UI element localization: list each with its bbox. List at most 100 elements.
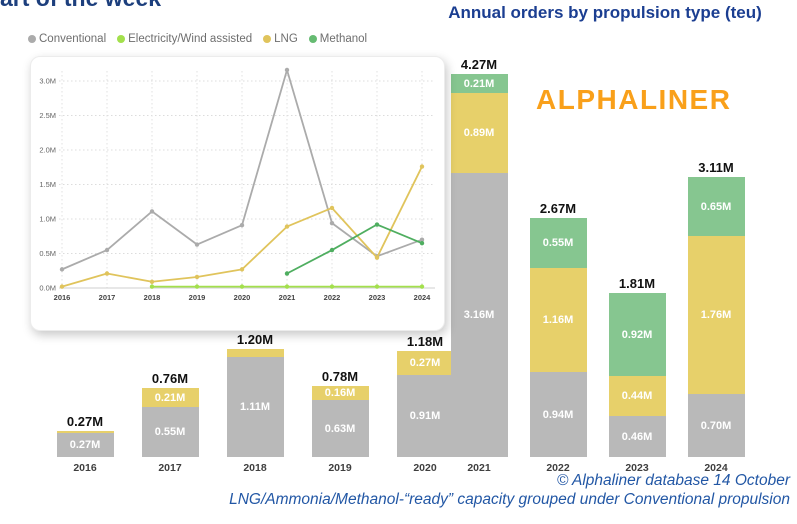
- inset-y-tick: 2.5M: [39, 111, 56, 120]
- x-axis-year-label: 2020: [413, 462, 437, 474]
- point-marker: [239, 223, 245, 228]
- point-marker: [194, 242, 200, 247]
- bar-2023: 0.46M 0.44M 0.92M 1.81M 2023: [608, 276, 666, 474]
- bar-2021: 3.16M 0.89M 0.21M 4.27M 2021: [450, 57, 508, 474]
- inset-x-tick: 2022: [324, 293, 341, 302]
- bar-segment-conventional: 0.70M: [687, 394, 745, 457]
- segment-value-label: 0.21M: [463, 77, 495, 90]
- alphaliner-logo: ALPHALINER: [536, 84, 732, 115]
- point-marker: [419, 237, 425, 242]
- inset-x-tick: 2018: [144, 293, 161, 302]
- bar-total-label: 4.27M: [460, 57, 498, 72]
- bar-total-label: 2.67M: [539, 201, 577, 216]
- bar-segment-lng: 1.76M: [687, 236, 745, 394]
- point-marker: [374, 222, 380, 227]
- bar-2019: 0.63M 0.16M 0.78M 2019: [311, 369, 369, 474]
- footer-source: © Alphaliner database 14 October: [556, 472, 790, 489]
- inset-x-tick: 2016: [54, 293, 71, 302]
- bar-segment-conventional: 0.91M: [396, 375, 454, 457]
- segment-value-label: 0.91M: [409, 410, 441, 422]
- inset-y-tick: 1.0M: [39, 215, 56, 224]
- bar-2020: 0.91M 0.27M 1.18M 2020: [396, 334, 454, 474]
- point-marker: [59, 284, 65, 289]
- segment-value-label: 0.55M: [542, 237, 574, 249]
- legend-dot-icon: [117, 35, 126, 43]
- bar-total-label: 1.20M: [236, 332, 274, 347]
- legend-item: Methanol: [308, 33, 368, 45]
- point-marker: [419, 240, 425, 246]
- bar-segment-conventional: 0.94M: [529, 372, 587, 457]
- x-axis-year-label: 2017: [158, 462, 182, 474]
- segment-value-label: 1.16M: [542, 314, 574, 326]
- inset-x-tick: 2023: [369, 293, 386, 302]
- inset-y-tick: 1.5M: [39, 180, 56, 189]
- bar-2022: 0.94M 1.16M 0.55M 2.67M 2022: [529, 201, 587, 474]
- inset-x-tick: 2020: [234, 293, 251, 302]
- bar-total-label: 1.18M: [406, 334, 444, 349]
- x-axis-year-label: 2021: [467, 462, 491, 474]
- legend-label: Conventional: [39, 33, 107, 45]
- segment-value-label: 0.70M: [700, 419, 732, 432]
- chart-legend: Conventional Electricity/Wind assisted LNG…: [28, 33, 367, 45]
- bar-segment-lng: [56, 431, 114, 433]
- inset-y-tick: 0.5M: [39, 249, 56, 258]
- legend-label: Electricity/Wind assisted: [128, 33, 253, 45]
- segment-value-label: 0.27M: [69, 439, 101, 451]
- bar-segment-lng: 0.27M: [396, 351, 454, 375]
- segment-value-label: 0.44M: [621, 390, 653, 402]
- point-marker: [284, 67, 290, 73]
- point-marker: [329, 284, 335, 289]
- bar-segment-methanol: 0.55M: [529, 218, 587, 268]
- legend-item: Electricity/Wind assisted: [117, 33, 252, 45]
- point-marker: [104, 247, 110, 253]
- legend-label: LNG: [274, 33, 298, 45]
- x-axis-year-label: 2024: [704, 462, 728, 474]
- chart-title: Annual orders by propulsion type (teu): [448, 3, 762, 22]
- segment-value-label: 0.21M: [154, 391, 186, 404]
- point-marker: [239, 284, 245, 289]
- point-marker: [239, 267, 245, 272]
- bar-segment-methanol: 0.65M: [687, 177, 745, 236]
- bar-segment-conventional: 1.11M: [226, 357, 284, 457]
- page-heading-cropped: art of the week: [0, 0, 161, 12]
- point-marker: [194, 274, 200, 280]
- inset-y-tick: 0.0M: [39, 284, 56, 293]
- point-marker: [149, 209, 155, 214]
- point-marker: [149, 279, 155, 284]
- segment-value-label: 0.89M: [463, 127, 495, 139]
- segment-value-label: 0.16M: [324, 387, 356, 399]
- bar-segment-conventional: 0.55M: [141, 407, 199, 457]
- bar-total-label: 0.76M: [151, 371, 189, 386]
- inset-x-tick: 2019: [189, 293, 206, 302]
- bar-segment-conventional: 0.27M: [56, 433, 114, 457]
- point-marker: [374, 284, 380, 289]
- inset-x-tick: 2017: [99, 293, 116, 302]
- point-marker: [419, 164, 425, 169]
- bar-total-label: 3.11M: [698, 160, 734, 175]
- segment-value-label: 1.76M: [700, 309, 732, 321]
- legend-item: Conventional: [28, 33, 106, 45]
- bar-2016: 0.27M 0.27M 2016: [56, 414, 114, 474]
- legend-label: Methanol: [319, 33, 368, 45]
- segment-value-label: 0.55M: [154, 426, 186, 438]
- legend-dot-icon: [28, 35, 36, 43]
- point-marker: [329, 205, 335, 211]
- x-axis-year-label: 2019: [328, 462, 352, 474]
- x-axis-year-label: 2018: [243, 462, 267, 474]
- bar-segment-lng: 0.21M: [141, 388, 199, 407]
- bar-total-label: 1.81M: [618, 276, 656, 291]
- legend-dot-icon: [308, 35, 317, 43]
- point-marker: [329, 220, 335, 226]
- bar-2018: 1.11M 1.20M 2018: [226, 332, 284, 474]
- segment-value-label: 0.27M: [409, 357, 441, 369]
- bar-2017: 0.55M 0.21M 0.76M 2017: [141, 371, 199, 474]
- segment-value-label: 0.46M: [621, 430, 653, 443]
- bar-2024: 0.70M 1.76M 0.65M 3.11M 2024: [687, 160, 745, 474]
- bar-total-label: 0.27M: [66, 414, 104, 429]
- bar-segment-conventional: 0.46M: [608, 416, 666, 457]
- bar-segment-methanol: 0.21M: [450, 74, 508, 93]
- bar-segment-lng: [226, 349, 284, 357]
- footer-note: LNG/Ammonia/Methanol-“ready” capacity gr…: [229, 491, 790, 508]
- bar-segment-conventional: 3.16M: [450, 173, 508, 457]
- bar-total-label: 0.78M: [321, 369, 359, 384]
